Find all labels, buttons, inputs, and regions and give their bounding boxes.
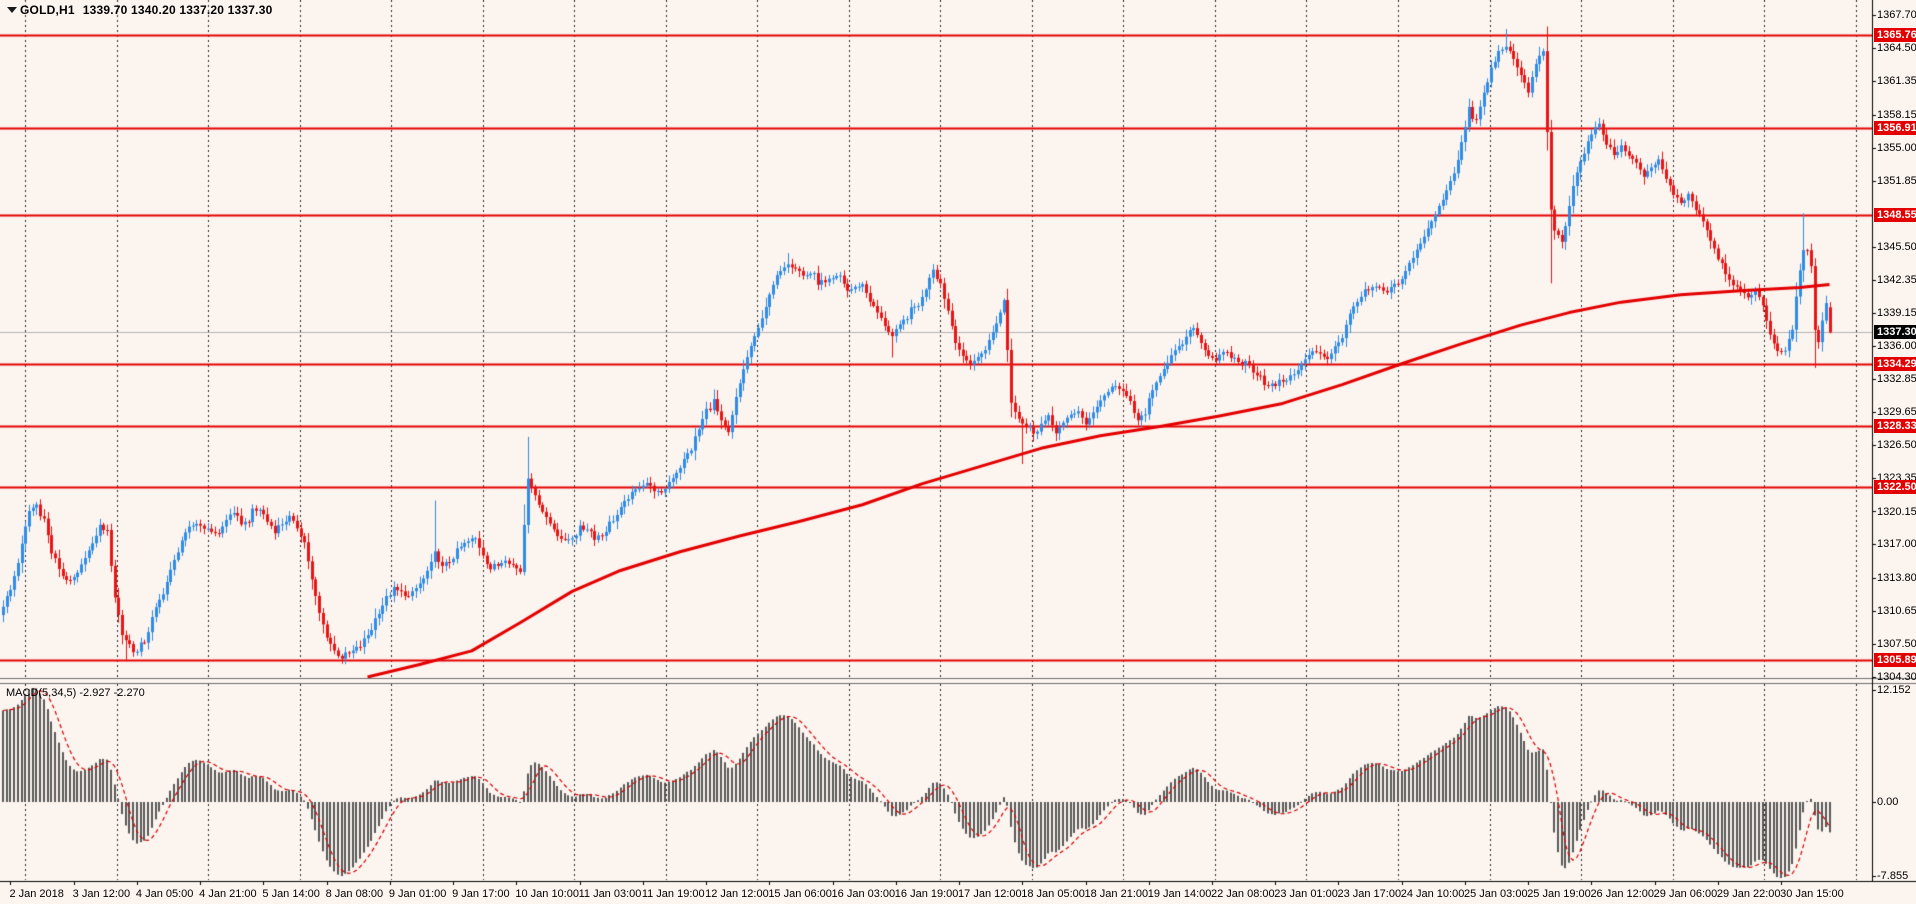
price-tick-label: 1339.15 [1877,307,1916,320]
level-price-tag: 1328.33 [1874,419,1916,434]
price-tick-label: 1345.50 [1877,240,1916,253]
time-tick-label: 2 Jan 2018 [9,888,64,900]
macd-name: MACD(5,34,5) [6,687,77,699]
time-tick-label: 16 Jan 19:00 [894,888,959,900]
symbol-period-label: GOLD,H1 [20,3,75,17]
time-tick-label: 9 Jan 17:00 [452,888,510,900]
ohlc-values: 1339.70 1340.20 1337.20 1337.30 [82,3,273,17]
level-price-tag: 1356.91 [1874,120,1916,135]
macd-values: -2.927 -2.270 [79,687,145,699]
current-price-tag: 1337.30 [1874,325,1916,340]
time-tick-label: 18 Jan 05:00 [1021,888,1085,900]
time-tick-label: 9 Jan 01:00 [388,888,447,900]
macd-indicator-label: MACD(5,34,5) -2.927 -2.270 [6,687,145,699]
price-tick-label: 1332.85 [1877,372,1916,385]
level-price-tag: 1334.29 [1874,356,1916,371]
price-tick-label: 1320.15 [1877,505,1916,518]
time-tick-label: 11 Jan 03:00 [578,888,642,900]
price-tick-label: 1364.50 [1877,42,1916,55]
level-price-tag: 1305.89 [1874,653,1916,668]
level-price-tag: 1322.50 [1874,479,1916,494]
level-price-tag: 1365.76 [1874,28,1916,43]
time-tick-label: 23 Jan 17:00 [1337,888,1402,900]
time-tick-label: 24 Jan 10:00 [1400,888,1465,900]
macd-tick-label: -7.855 [1877,870,1909,882]
time-tick-label: 8 Jan 08:00 [325,888,384,900]
price-tick-label: 1313.80 [1877,571,1916,584]
price-tick-label: 1358.15 [1877,108,1916,121]
time-tick-label: 25 Jan 19:00 [1527,888,1591,900]
time-tick-label: 18 Jan 21:00 [1084,888,1149,900]
price-axis[interactable] [1872,0,1916,881]
time-tick-label: 17 Jan 12:00 [958,888,1022,900]
time-tick-label: 4 Jan 21:00 [199,888,257,900]
price-tick-label: 1307.50 [1877,637,1916,650]
time-tick-label: 16 Jan 03:00 [831,888,896,900]
chart-title: GOLD,H1 1339.70 1340.20 1337.20 1337.30 [20,3,272,17]
macd-tick-label: 0.00 [1877,796,1899,808]
pane-divider[interactable] [0,677,1916,684]
time-axis[interactable] [0,881,1916,904]
time-tick-label: 22 Jan 08:00 [1211,888,1275,900]
symbol-dropdown-icon[interactable] [7,7,17,13]
price-tick-label: 1342.35 [1877,273,1916,286]
price-tick-label: 1367.70 [1877,9,1916,21]
macd-tick-label: 12.152 [1877,684,1911,696]
time-tick-label: 10 Jan 10:00 [515,888,579,900]
price-tick-label: 1304.30 [1877,671,1916,683]
price-tick-label: 1361.35 [1877,75,1916,88]
time-tick-label: 11 Jan 19:00 [641,888,705,900]
time-tick-label: 12 Jan 12:00 [705,888,769,900]
price-tick-label: 1326.50 [1877,439,1916,452]
time-tick-label: 3 Jan 12:00 [72,888,131,900]
time-tick-label: 23 Jan 01:00 [1274,888,1338,900]
level-price-tag: 1348.55 [1874,207,1916,222]
time-tick-label: 25 Jan 03:00 [1463,888,1528,900]
time-tick-label: 5 Jan 14:00 [262,888,320,900]
price-tick-label: 1355.00 [1877,141,1916,154]
time-tick-label: 30 Jan 15:00 [1780,888,1844,900]
price-tick-label: 1329.65 [1877,406,1916,419]
time-tick-label: 29 Jan 06:00 [1653,888,1718,900]
time-tick-label: 19 Jan 14:00 [1147,888,1212,900]
time-tick-label: 15 Jan 06:00 [768,888,832,900]
time-tick-label: 29 Jan 22:00 [1716,888,1781,900]
price-tick-label: 1310.65 [1877,604,1916,617]
time-tick-label: 26 Jan 12:00 [1590,888,1655,900]
price-tick-label: 1351.85 [1877,174,1916,187]
price-tick-label: 1336.00 [1877,340,1916,352]
price-tick-label: 1317.00 [1877,538,1916,551]
time-tick-label: 4 Jan 05:00 [135,888,194,900]
